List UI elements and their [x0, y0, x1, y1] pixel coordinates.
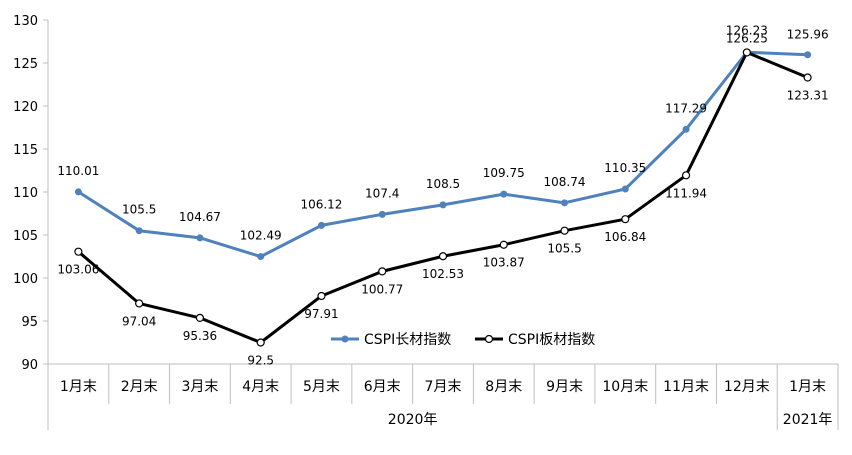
data-label-plate: 106.84 [604, 230, 646, 244]
x-category-label: 3月末 [181, 379, 218, 395]
x-category-label: 1月末 [789, 379, 826, 395]
y-tick-label: 100 [13, 272, 38, 287]
data-point-plate [74, 247, 83, 256]
x-category-label: 8月末 [485, 379, 522, 395]
series-group: 110.01 105.5 104.67 102.49 106.12 107.4 108.5 1… [57, 23, 828, 367]
legend-label: CSPI长材指数 [364, 332, 451, 348]
data-label-plate: 103.06 [57, 263, 99, 277]
x-category-label: 5月末 [303, 379, 340, 395]
y-tick-label: 105 [13, 229, 38, 244]
data-label-long: 107.4 [365, 186, 399, 200]
y-tick-label: 120 [13, 100, 38, 115]
data-point-plate [499, 240, 508, 249]
data-point-plate [317, 291, 326, 301]
data-point-long [317, 221, 325, 229]
data-point-plate [378, 267, 387, 276]
data-point-long [135, 227, 143, 235]
data-label-long: 104.67 [179, 210, 221, 224]
x-category-label: 7月末 [425, 379, 462, 395]
data-point-long [378, 210, 386, 218]
data-label-plate: 97.04 [122, 314, 156, 328]
data-point-long [682, 125, 690, 133]
data-point-plate [438, 252, 448, 261]
data-point-plate [803, 73, 812, 82]
data-label-plate: 100.77 [361, 282, 403, 296]
x-category-label: 11月末 [663, 379, 709, 395]
x-category-label: 6月末 [364, 379, 401, 395]
x-year-label: 2020年 [388, 412, 438, 428]
y-tick-label: 125 [13, 57, 38, 72]
data-point-long [196, 234, 204, 242]
data-point-long [257, 253, 265, 261]
x-category-label: 2月末 [121, 379, 158, 395]
data-label-long: 105.5 [122, 203, 156, 217]
data-label-long: 126.25 [726, 31, 768, 45]
data-point-long [500, 190, 508, 198]
y-tick-label: 90 [21, 358, 38, 373]
data-point-plate [135, 299, 144, 308]
data-label-long: 106.12 [300, 197, 342, 211]
x-category-label: 12月末 [724, 379, 770, 395]
data-label-plate: 103.87 [483, 256, 525, 270]
y-tick-label: 110 [13, 186, 38, 201]
legend-label: CSPI板材指数 [508, 332, 595, 348]
data-label-plate: 95.36 [183, 329, 217, 343]
x-category-label: 10月末 [602, 379, 648, 395]
data-label-plate: 111.94 [665, 186, 707, 200]
data-point-plate [621, 215, 630, 224]
y-tick-label: 130 [13, 14, 38, 29]
data-point-plate [742, 48, 751, 57]
data-point-long [439, 201, 447, 209]
y-tick-label: 95 [21, 315, 38, 330]
x-category-label: 1月末 [60, 379, 97, 395]
x-category-label: 9月末 [546, 379, 583, 395]
legend-marker [484, 334, 494, 344]
data-label-long: 108.5 [426, 177, 460, 191]
data-label-long: 102.49 [240, 229, 282, 243]
data-label-long: 110.35 [604, 161, 646, 175]
y-axis: 90 95 100 105 110 115 120 125 130 [13, 14, 48, 373]
data-label-plate: 92.5 [247, 354, 274, 368]
y-tick-label: 115 [13, 143, 38, 158]
data-label-long: 125.96 [787, 28, 829, 42]
plot-frame [47, 20, 839, 430]
data-label-plate: 126.23 [726, 23, 768, 37]
data-point-plate [560, 226, 569, 235]
data-label-plate: 102.53 [422, 267, 464, 281]
data-label-long: 110.01 [57, 164, 99, 178]
data-point-plate [195, 313, 205, 323]
data-label-plate: 105.5 [547, 242, 581, 256]
x-category-label: 4月末 [242, 379, 279, 395]
data-label-long: 108.74 [544, 175, 586, 189]
legend: CSPI长材指数 CSPI板材指数 [331, 332, 595, 348]
data-point-plate [681, 171, 691, 180]
x-year-label: 2021年 [783, 412, 833, 428]
data-point-long [804, 51, 812, 59]
data-label-long: 109.75 [483, 166, 525, 180]
data-point-long [74, 188, 82, 196]
data-point-plate [256, 338, 265, 347]
data-label-plate: 123.31 [787, 89, 829, 103]
x-axis: 1月末 2月末 3月末 4月末 5月末 6月末 7月末 8月末 9月末 10月末 11月末 12月末 1… [60, 364, 833, 430]
data-label-plate: 97.91 [304, 307, 338, 321]
data-point-long [561, 199, 569, 207]
series-line-1 [77, 50, 808, 259]
legend-marker [341, 335, 349, 343]
data-point-long [621, 185, 629, 193]
data-label-long: 117.29 [665, 101, 707, 115]
